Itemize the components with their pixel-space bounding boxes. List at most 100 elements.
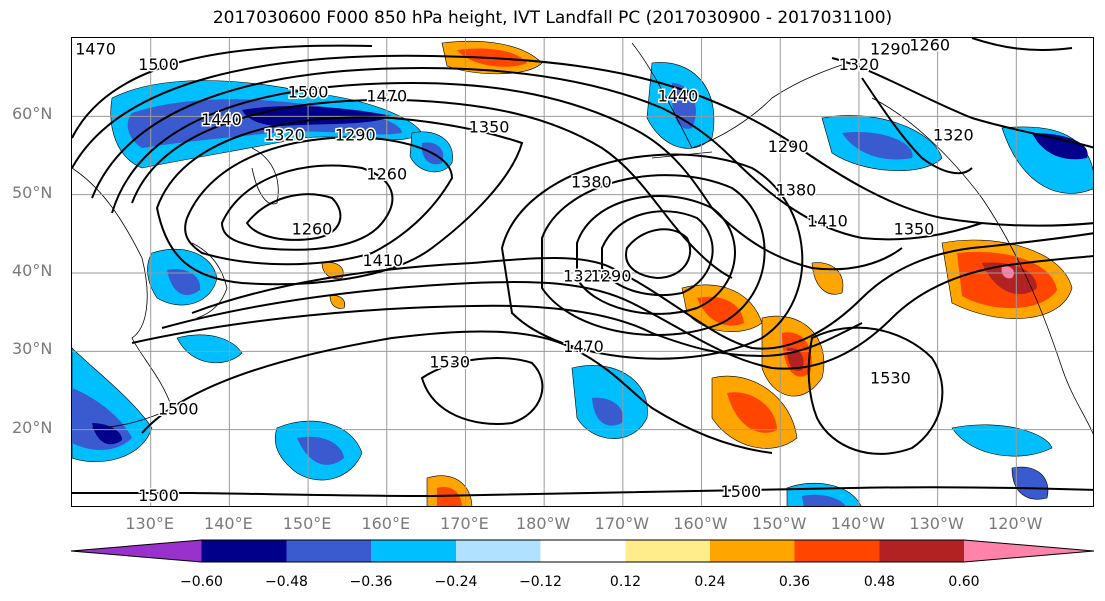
colorbar-segment [710,540,795,562]
contour-label: 1260 [292,219,333,238]
contour-1380-band [131,98,733,279]
coast-kamchatka [251,147,279,205]
lon-label: 140°W [830,514,886,533]
pos-blob-140w-40n [811,262,844,295]
contour-1410-mid [191,232,1093,350]
neg-blob-subtropic-150e-core [297,436,344,465]
lat-label: 60°N [12,104,53,124]
neg-blob-baja [1011,466,1049,500]
lon-label: 130°W [909,514,964,533]
contour-1530-west [420,357,544,425]
contour-1260-ne [971,38,1073,51]
contour-label: 1530 [429,353,470,372]
neg-blob-japan-core [167,269,201,296]
neg-blob-mid-30n [176,334,243,364]
lon-label: 160°W [673,514,728,533]
contour-1500-sub [141,330,773,454]
coast-japan [191,242,228,319]
contour-label: 1470 [366,86,407,105]
pos-blob-160e-40n [321,262,344,279]
contour-1380-low [500,153,804,360]
contour-label: 1290 [335,125,376,144]
page-title: 2017030600 F000 850 hPa height, IVT Land… [212,8,893,28]
contour-label: 1380 [571,172,612,191]
contour-label: 1470 [75,39,116,58]
colorbar-tick-label: 0.36 [778,574,811,590]
contour-label: 1380 [776,180,817,199]
colorbar-tick-label: 0.24 [694,574,726,590]
contour-1410-band [111,81,903,271]
contour-1320-low [576,195,736,315]
colorbar-segment [71,540,202,562]
colorbar-tick-label: 0.60 [948,574,980,590]
contour-label: 1500 [288,82,329,101]
pos-blob-california-peak [1001,265,1014,279]
colorbar-segment [286,540,371,562]
contour-label: 1350 [894,219,935,238]
contour-1470-band [72,54,1093,227]
contour-label: 1500 [138,55,179,74]
colorbar-segment [201,540,287,562]
lat-label: 50°N [12,182,53,202]
contour-1260-low [625,228,692,280]
lat-label: 40°N [12,261,53,280]
colorbar-segment [540,540,626,562]
contour-label: 1470 [563,337,604,356]
contour-label: 1500 [158,400,199,419]
colorbar-segment [625,540,710,562]
colorbar-tick-label: −0.12 [519,574,562,590]
neg-blob-bottom-center-core [802,494,846,506]
contour-1350-west [155,116,524,286]
colorbar-tick-label: −0.36 [349,574,393,590]
contour-1470-mid [131,304,863,358]
neg-blob-180-30n-core [592,397,623,426]
contour-1350-low [541,174,766,337]
pos-blob-160w-core [697,296,744,326]
colorbar-segment [879,540,964,562]
contour-label: 1440 [658,86,699,105]
lon-label: 180°W [515,514,571,533]
contour-1290-gulf [861,77,973,175]
colorbar-tick-label: 0.48 [863,574,896,590]
contour-label: 1410 [807,212,848,231]
neg-blob-gulf-alaska-core [842,132,913,160]
colorbar-segment [794,540,880,562]
contour-label: 1320 [933,125,974,144]
lon-label: 160°E [361,514,411,533]
contour-1440-band [91,66,983,241]
lon-label: 120°W [988,514,1043,533]
contour-1260 [245,193,342,241]
contour-label: 1410 [362,251,403,270]
contour-1530-east [807,326,944,455]
colorbar [70,539,1095,563]
lon-label: 170°E [440,514,489,533]
neg-blob-west-left-deep [92,423,122,445]
colorbar-tick-label: −0.24 [434,574,478,590]
contour-1320-west [184,136,454,266]
map-panel: 1470 1500 1500 1470 1440 1350 1320 1290 1260 1260… [71,37,1094,507]
height-contours [72,38,1093,498]
contour-label: 1290 [768,137,809,156]
pos-blob-hawaii-core [727,392,777,433]
colorbar-tick-label: 0.12 [609,574,642,590]
neg-blob-se-corner [951,424,1053,457]
coast-alaska [631,42,863,149]
contour-label: 1260 [366,165,407,184]
contour-label: 1500 [138,486,179,505]
contour-label: 1500 [721,482,762,501]
contour-1290-low [601,210,714,297]
contour-label: 1320 [839,55,880,74]
lon-label: 130°E [125,514,175,533]
colorbar-tick-label: −0.60 [180,574,223,590]
contour-label: 1440 [201,110,242,129]
contour-label: 1530 [870,368,911,387]
colorbar-outline [70,539,1095,563]
colorbar-tick-label: −0.48 [265,574,308,590]
lon-label: 150°W [752,514,807,533]
contour-label: 1320 [563,266,604,285]
lat-label: 20°N [12,417,53,437]
contour-label: 1290 [870,39,911,58]
neg-blob-canada-core [1032,133,1088,160]
